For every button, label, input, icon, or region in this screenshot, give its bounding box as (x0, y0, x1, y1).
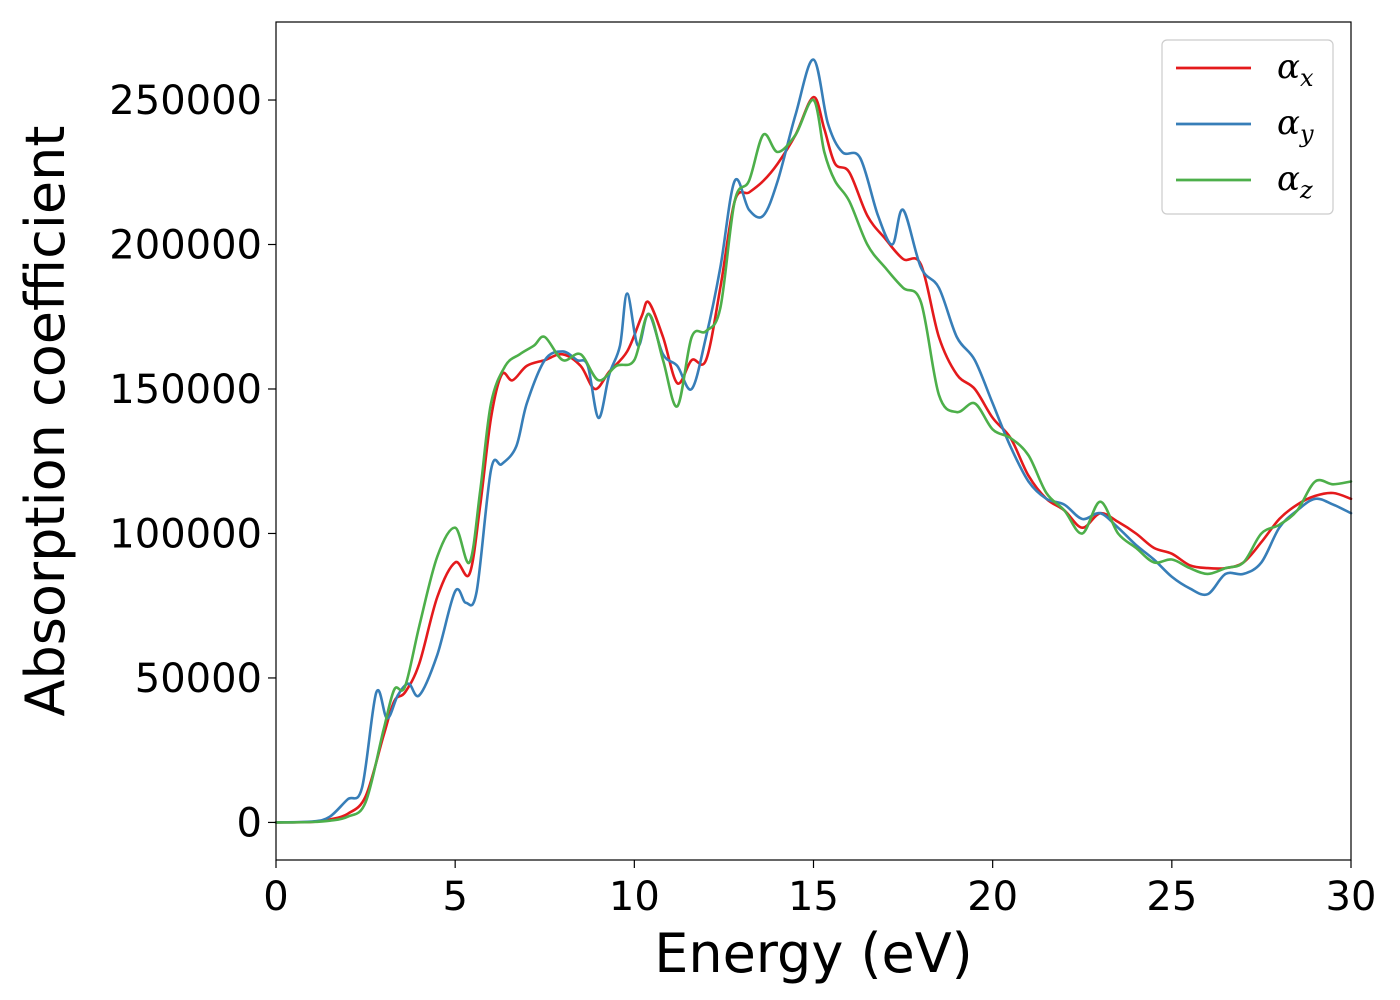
x-tick-label: 10 (609, 874, 660, 920)
legend-label-z: αz (1277, 159, 1313, 204)
plot-lines (274, 58, 1353, 824)
series-line-y (274, 58, 1353, 824)
series-line-z (274, 98, 1353, 824)
x-tick-label: 5 (442, 874, 467, 920)
series-line-x (274, 95, 1353, 824)
x-tick-label: 30 (1326, 874, 1377, 920)
y-tick-label: 150000 (109, 367, 262, 413)
y-tick-label: 0 (237, 800, 262, 846)
x-axis: 0 5 10 15 20 25 30 (263, 860, 1376, 920)
x-tick-label: 20 (967, 874, 1018, 920)
legend-label-x: αx (1277, 47, 1314, 92)
y-tick-label: 250000 (109, 78, 262, 124)
y-tick-label: 100000 (109, 511, 262, 557)
y-axis-title: Absorption coefficient (14, 126, 77, 717)
legend-box (1161, 39, 1334, 215)
legend-label-y: αy (1277, 103, 1314, 148)
x-tick-label: 15 (788, 874, 839, 920)
legend: αx αy αz (1161, 39, 1334, 215)
x-tick-label: 0 (263, 874, 288, 920)
y-tick-label: 50000 (135, 656, 262, 702)
y-tick-label: 200000 (109, 223, 262, 269)
x-tick-label: 25 (1146, 874, 1197, 920)
y-axis: 0 50000 100000 150000 200000 250000 (109, 78, 276, 846)
x-axis-title: Energy (eV) (654, 922, 973, 985)
